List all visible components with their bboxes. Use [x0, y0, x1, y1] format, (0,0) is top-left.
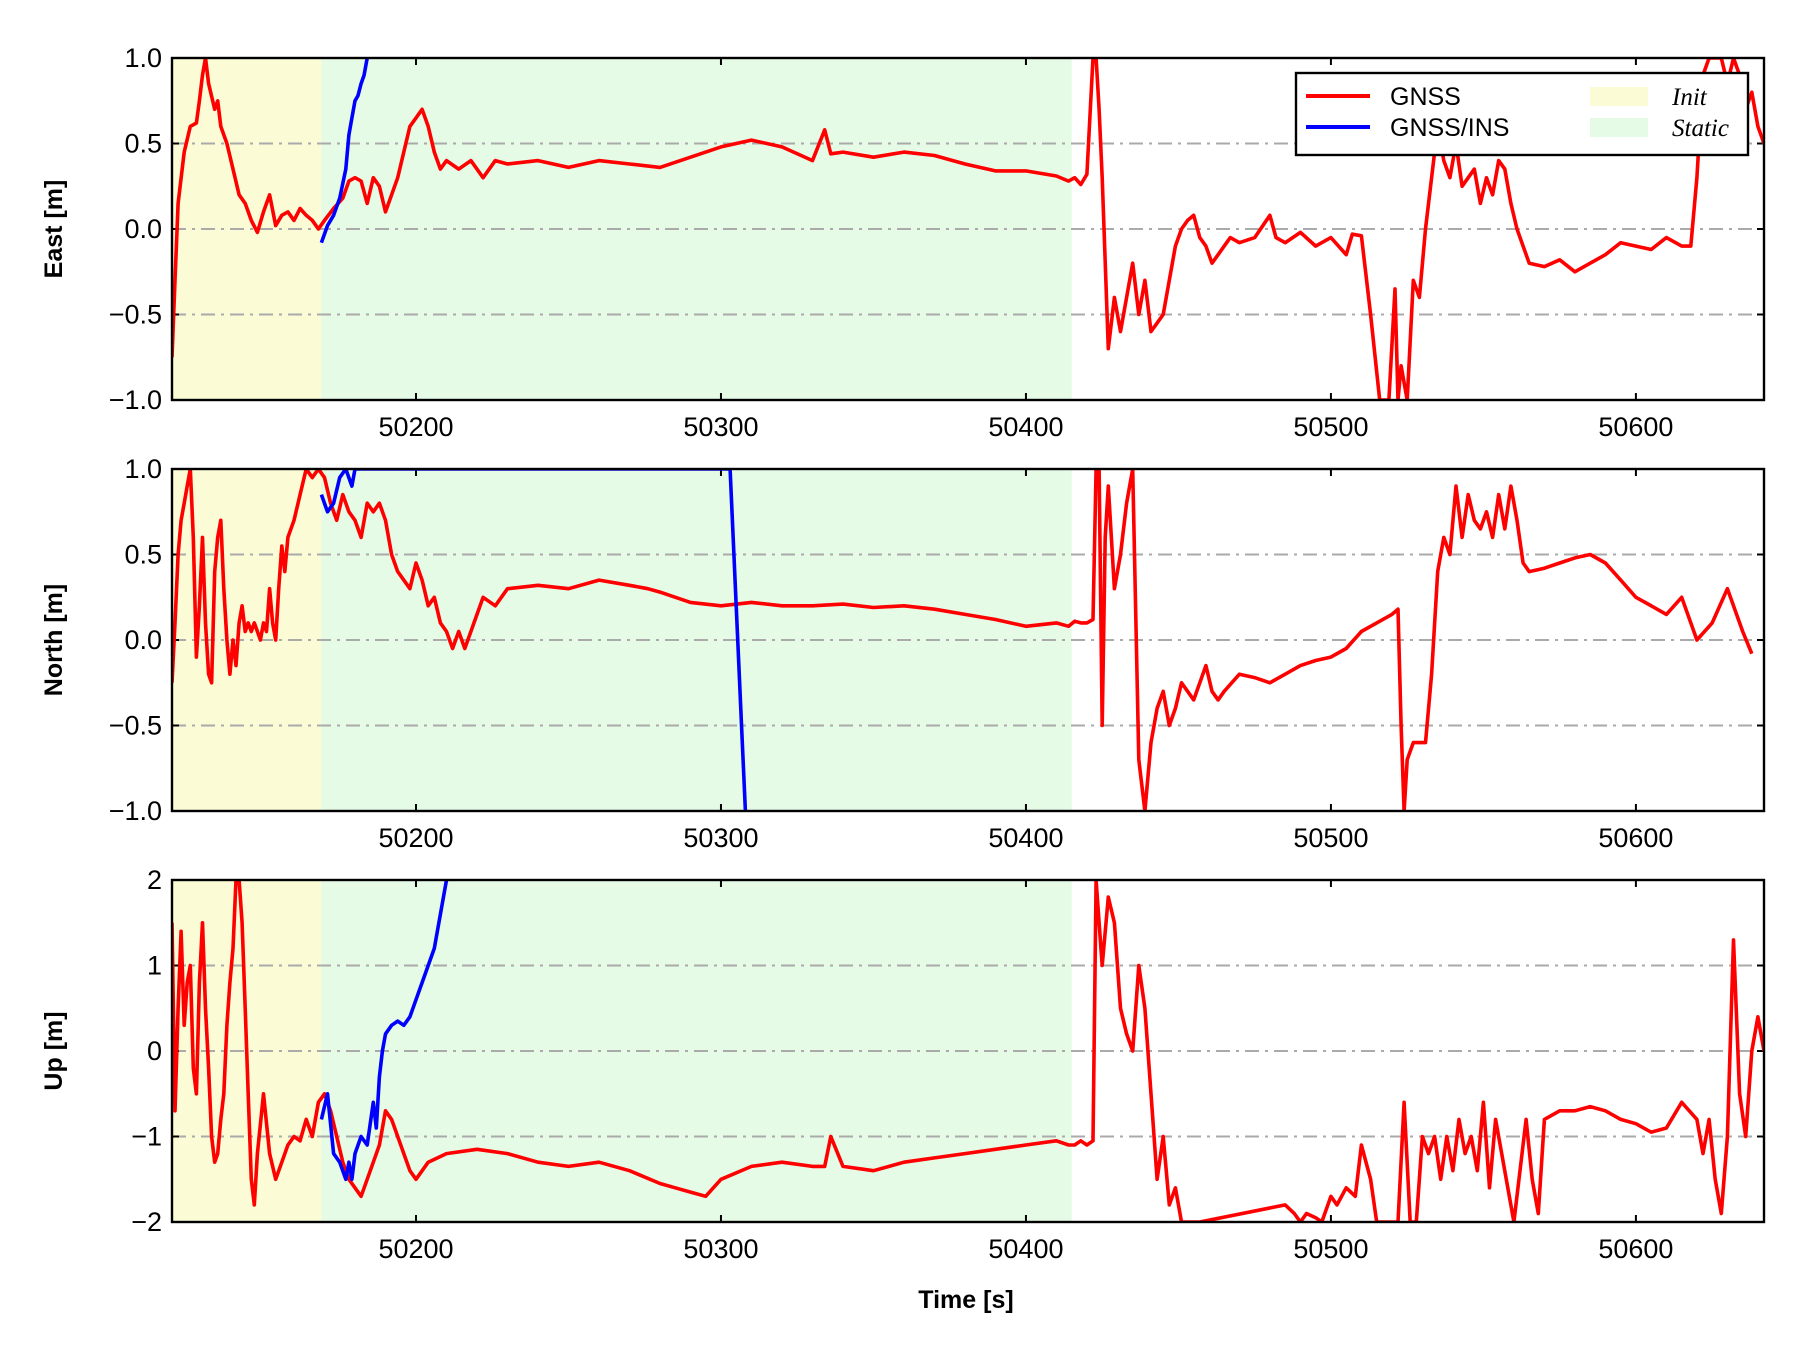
- y-tick-label: −1: [131, 1122, 162, 1152]
- y-tick-label: 0: [147, 1036, 162, 1066]
- axes-frame: [170, 56, 1766, 402]
- y-tick-label: 0.0: [124, 214, 162, 244]
- y-tick-label: 1.0: [124, 43, 162, 73]
- x-tick-label: 50200: [378, 412, 453, 442]
- legend-label-init: Init: [1671, 84, 1708, 111]
- x-tick-label: 50600: [1598, 412, 1673, 442]
- series-gnss-ins-line: [319, 880, 449, 1182]
- x-tick-label: 50400: [988, 412, 1063, 442]
- y-tick-label: 0.5: [124, 540, 162, 570]
- legend-swatch-init: [1590, 87, 1648, 106]
- legend-label-gnss: GNSS: [1390, 83, 1461, 111]
- y-tick-label: 0.0: [124, 625, 162, 655]
- x-tick-label: 50500: [1293, 412, 1368, 442]
- axes-frame: [170, 878, 1766, 1224]
- y-axis-label: North [m]: [40, 584, 68, 696]
- legend-label-gnss-ins: GNSS/INS: [1390, 114, 1509, 142]
- series-gnss-ins-line: [319, 469, 748, 811]
- series-gnss-line: [172, 469, 1754, 811]
- x-tick-label: 50300: [683, 823, 758, 853]
- y-tick-label: 0.5: [124, 129, 162, 159]
- panel-2: 1.0 0.5 0.0 −0.5 −1.0 50200 50300 50400 50500 506…: [40, 454, 1766, 853]
- y-tick-label: 1.0: [124, 454, 162, 484]
- y-axis-label: Up [m]: [40, 1011, 68, 1090]
- series-gnss-ins-line: [319, 58, 369, 244]
- x-axis-label: Time [s]: [918, 1286, 1013, 1314]
- y-tick-label: −0.5: [109, 300, 162, 330]
- series-gnss-line: [172, 58, 1764, 400]
- y-tick-label: −1.0: [109, 385, 162, 415]
- series-gnss-line: [172, 880, 1764, 1222]
- x-tick-label: 50300: [683, 1234, 758, 1264]
- x-tick-label: 50300: [683, 412, 758, 442]
- x-tick-label: 50500: [1293, 823, 1368, 853]
- x-tick-label: 50600: [1598, 1234, 1673, 1264]
- y-tick-label: −0.5: [109, 711, 162, 741]
- legend-swatch-static: [1590, 118, 1648, 137]
- legend-label-static: Static: [1672, 115, 1729, 142]
- y-tick-label: 1: [147, 951, 162, 981]
- x-tick-label: 50400: [988, 1234, 1063, 1264]
- y-tick-label: 2: [147, 865, 162, 895]
- y-tick-label: −2: [131, 1207, 162, 1237]
- x-tick-label: 50200: [378, 1234, 453, 1264]
- legend: GNSS GNSS/INS Init Static: [1294, 71, 1750, 157]
- x-tick-label: 50200: [378, 823, 453, 853]
- panels: 1.0 0.5 0.0 −0.5 −1.0 50200 50300 50400 50500 506…: [40, 43, 1766, 1264]
- x-tick-label: 50600: [1598, 823, 1673, 853]
- x-tick-label: 50500: [1293, 1234, 1368, 1264]
- legend-box: [1294, 71, 1750, 157]
- y-axis-label: East [m]: [40, 180, 68, 279]
- axes-frame: [170, 467, 1766, 813]
- x-tick-label: 50400: [988, 823, 1063, 853]
- panel-1: 1.0 0.5 0.0 −0.5 −1.0 50200 50300 50400 50500 506…: [40, 43, 1766, 442]
- panel-3: 2 1 0 −1 −2 50200 50300 50400 50500 50600 Up [m]: [40, 865, 1766, 1264]
- y-tick-label: −1.0: [109, 796, 162, 826]
